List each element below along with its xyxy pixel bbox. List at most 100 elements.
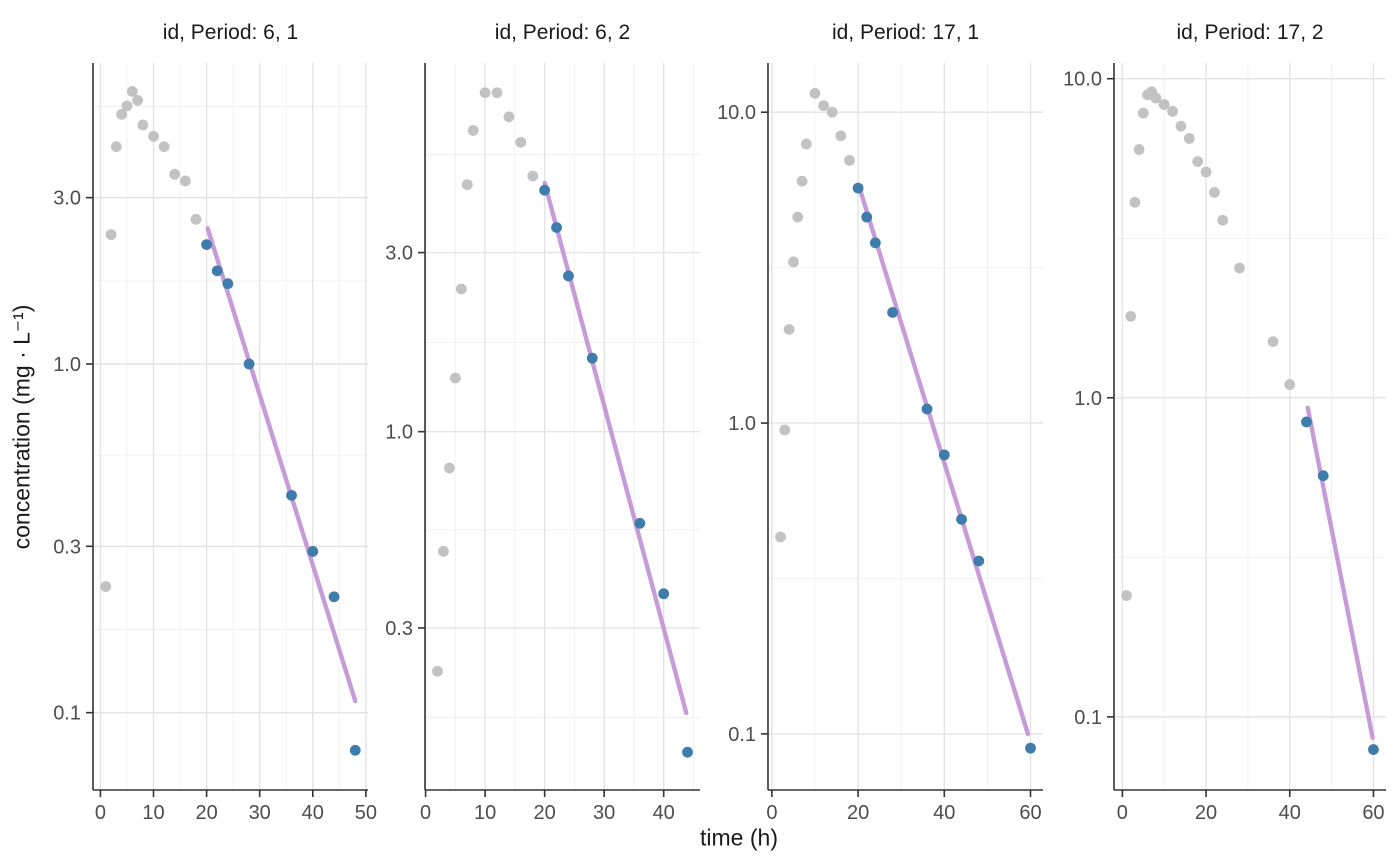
- facet-panel: 0 20 40 60 10.0 1.0 0.1 id, Period: 17, 2: [1063, 21, 1386, 824]
- data-point-excluded: [1234, 262, 1245, 274]
- data-point-excluded: [467, 124, 479, 136]
- data-point-excluded: [169, 168, 181, 180]
- y-tick-label: 3.0: [53, 188, 81, 210]
- facet-title: id, Period: 17, 2: [1176, 21, 1323, 44]
- data-point-excluded: [110, 141, 122, 153]
- data-point-excluded: [796, 175, 808, 187]
- facet-title: id, Period: 17, 1: [832, 21, 979, 44]
- data-point-included: [328, 591, 340, 603]
- data-point-excluded: [137, 119, 149, 131]
- data-point-excluded: [1158, 99, 1170, 110]
- data-point-excluded: [1284, 379, 1296, 390]
- data-point-excluded: [527, 170, 539, 182]
- data-point-excluded: [1175, 120, 1187, 132]
- data-point-excluded: [1121, 590, 1132, 601]
- data-point-excluded: [105, 229, 117, 241]
- data-point-included: [973, 555, 985, 567]
- x-tick-label: 60: [1362, 802, 1384, 824]
- x-tick-label: 0: [766, 802, 777, 824]
- fit-line: [205, 226, 358, 704]
- y-tick-label: 0.3: [53, 536, 81, 558]
- x-tick-label: 60: [1019, 802, 1041, 824]
- y-tick-label: 10.0: [717, 102, 756, 124]
- data-point-excluded: [132, 95, 143, 106]
- data-point-excluded: [1133, 144, 1145, 155]
- fit-line: [542, 180, 689, 716]
- x-tick-label: 20: [847, 802, 869, 824]
- y-tick-label: 1.0: [728, 413, 756, 435]
- x-tick-label: 40: [933, 802, 955, 824]
- data-point-excluded: [1129, 196, 1141, 208]
- data-point-included: [956, 513, 967, 525]
- x-tick-label: 10: [142, 802, 164, 824]
- data-point-excluded: [800, 138, 812, 150]
- data-point-included: [861, 211, 873, 223]
- data-point-included: [286, 489, 297, 501]
- facet-panel: 0 10 20 30 40 50 3.0 1.0 0.3 0.1 id, Period: 6, 1: [53, 21, 377, 824]
- data-point-excluded: [1217, 214, 1229, 226]
- y-tick-label: 1.0: [385, 422, 413, 444]
- x-tick-label: 20: [195, 802, 217, 824]
- data-point-excluded: [179, 175, 191, 187]
- data-point-included: [852, 182, 864, 194]
- y-tick-label: 0.3: [385, 618, 413, 640]
- facet-panel: 0 20 40 60 10.0 1.0 0.1 id, Period: 17, 1: [717, 21, 1043, 824]
- data-point-excluded: [1209, 187, 1220, 198]
- data-point-excluded: [190, 213, 202, 225]
- x-tick-label: 30: [249, 802, 271, 824]
- data-point-excluded: [515, 136, 527, 148]
- y-tick-label: 10.0: [1063, 69, 1102, 91]
- data-point-excluded: [818, 100, 830, 112]
- x-tick-label: 20: [534, 802, 556, 824]
- data-point-excluded: [455, 283, 467, 295]
- data-point-included: [1025, 742, 1036, 754]
- y-tick-label: 0.1: [53, 703, 81, 725]
- x-tick-label: 10: [474, 802, 496, 824]
- data-point-included: [869, 237, 881, 249]
- data-point-excluded: [438, 545, 449, 557]
- x-tick-label: 0: [420, 802, 431, 824]
- data-point-excluded: [1167, 105, 1178, 117]
- data-point-included: [1368, 744, 1379, 755]
- data-point-excluded: [1200, 166, 1212, 178]
- data-point-excluded: [503, 111, 515, 123]
- data-point-included: [887, 306, 898, 318]
- data-point-excluded: [792, 211, 804, 223]
- x-tick-label: 40: [1279, 802, 1301, 824]
- data-point-included: [563, 270, 574, 282]
- data-point-excluded: [148, 130, 159, 142]
- data-point-excluded: [783, 324, 795, 335]
- data-point-included: [539, 184, 551, 196]
- y-tick-label: 0.1: [1074, 707, 1102, 729]
- data-point-included: [634, 517, 646, 529]
- x-tick-label: 0: [95, 802, 106, 824]
- data-point-included: [1317, 470, 1329, 482]
- data-point-included: [211, 265, 223, 277]
- data-point-included: [307, 546, 319, 557]
- data-point-excluded: [1192, 156, 1204, 167]
- data-point-excluded: [116, 108, 128, 120]
- y-tick-label: 1.0: [53, 354, 81, 376]
- data-point-included: [938, 449, 950, 461]
- data-point-excluded: [100, 581, 112, 592]
- data-point-excluded: [126, 86, 138, 97]
- y-axis-title: concentration (mg · L⁻¹): [8, 304, 35, 550]
- facet-title: id, Period: 6, 1: [163, 21, 298, 44]
- data-point-included: [1301, 416, 1312, 428]
- y-tick-label: 0.1: [728, 724, 756, 746]
- data-point-excluded: [479, 87, 491, 99]
- x-tick-label: 40: [302, 802, 324, 824]
- data-point-included: [658, 588, 670, 600]
- x-tick-label: 50: [355, 802, 377, 824]
- x-axis-title: time (h): [700, 824, 778, 851]
- data-point-excluded: [835, 130, 847, 142]
- data-point-excluded: [826, 106, 838, 118]
- data-point-excluded: [491, 87, 503, 99]
- data-point-excluded: [775, 531, 786, 543]
- data-point-excluded: [809, 87, 821, 99]
- facet-panel: 0 10 20 30 40 3.0 1.0 0.3 id, Period: 6, 2: [385, 21, 700, 824]
- x-tick-label: 40: [653, 802, 675, 824]
- x-tick-label: 0: [1117, 802, 1128, 824]
- data-point-included: [243, 358, 255, 370]
